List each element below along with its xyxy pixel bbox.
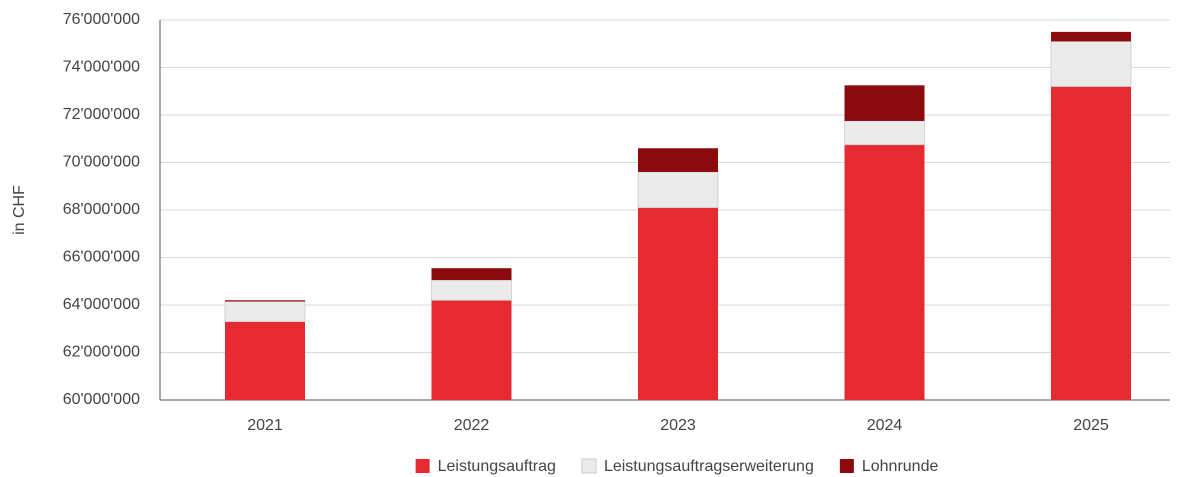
y-tick-label: 76'000'000 <box>63 11 140 28</box>
bar-segment <box>1050 40 1132 87</box>
y-tick-label: 60'000'000 <box>63 391 140 408</box>
y-tick-label: 66'000'000 <box>63 249 140 266</box>
legend-swatch <box>839 459 854 473</box>
x-tick-label: 2023 <box>660 417 696 434</box>
x-tick-label: 2024 <box>867 417 903 434</box>
bar-segment <box>844 120 925 146</box>
bar-segment <box>638 207 718 400</box>
legend-swatch <box>415 459 430 473</box>
x-tick-label: 2025 <box>1073 417 1109 434</box>
bar-segment <box>844 85 925 121</box>
bar-segment <box>1051 31 1131 42</box>
bar-segment <box>431 268 512 281</box>
x-tick-label: 2021 <box>247 417 283 434</box>
legend-swatch <box>581 458 597 474</box>
legend-label: Leistungsauftragserweiterung <box>604 458 814 475</box>
y-tick-label: 62'000'000 <box>63 344 140 361</box>
y-tick-label: 68'000'000 <box>63 201 140 218</box>
y-tick-label: 70'000'000 <box>63 154 140 171</box>
bar-segment <box>844 144 925 400</box>
bar-segment <box>637 171 719 209</box>
x-tick-label: 2022 <box>454 417 490 434</box>
y-axis-label: in CHF <box>11 185 28 235</box>
legend-label: Lohnrunde <box>862 458 939 475</box>
bar-segment <box>225 300 305 302</box>
bar-segment <box>1051 86 1131 400</box>
bar-segment <box>431 300 512 400</box>
y-tick-label: 74'000'000 <box>63 59 140 76</box>
legend-label: Leistungsauftrag <box>438 458 556 475</box>
y-tick-label: 64'000'000 <box>63 296 140 313</box>
bar-segment <box>638 148 718 172</box>
bar-segment <box>431 279 512 301</box>
bar-segment <box>225 321 305 400</box>
bar-segment <box>224 301 306 323</box>
y-tick-label: 72'000'000 <box>63 106 140 123</box>
